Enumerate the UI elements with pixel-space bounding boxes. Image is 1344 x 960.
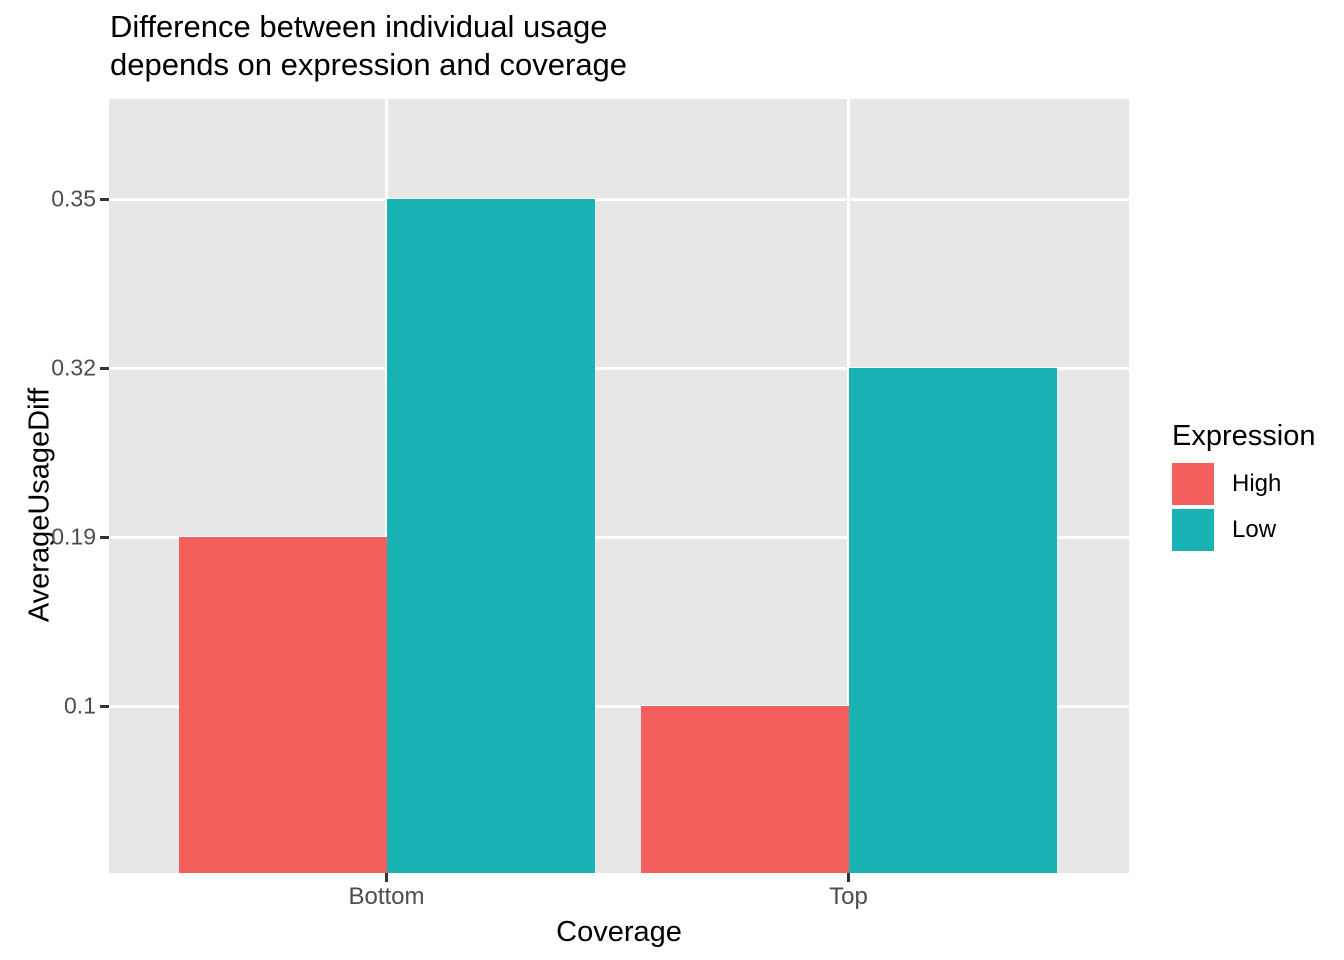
x-tick-label: Bottom [348,883,425,910]
y-tick-label: 0.35 [51,185,96,212]
x-axis-title: Coverage [556,916,682,948]
y-tick-label: 0.32 [51,354,96,381]
chart-title-line-1: Difference between individual usage [110,9,608,44]
legend-swatch-high [1172,463,1214,505]
bar-top-low [849,368,1057,873]
legend-label-high: High [1232,470,1282,497]
y-tick-mark [100,366,109,370]
legend-label-low: Low [1232,516,1277,543]
gridline-y-0.35 [109,197,1129,201]
plot-panel [109,99,1129,873]
gridline-y-0.1 [109,704,1129,708]
y-tick-mark [100,197,109,201]
gridline-y-0.32 [109,366,1129,370]
gridline-x-Bottom [385,99,388,873]
chart-title: Difference between individual usage depe… [110,8,627,84]
gridline-x-Top [847,99,850,873]
x-tick-label: Top [829,883,868,910]
bar-bottom-high [179,537,387,873]
x-tick-mark [847,873,850,882]
gridline-y-0.19 [109,535,1129,539]
legend-entry-low: Low [1172,509,1315,551]
x-tick-mark [385,873,388,882]
y-tick-mark [100,535,109,539]
chart-title-line-2: depends on expression and coverage [110,47,628,82]
y-tick-label: 0.1 [64,692,96,719]
legend-entry-high: High [1172,463,1315,505]
legend-keys: High Low [1172,463,1315,551]
bar-top-high [641,706,849,873]
legend-swatch-low [1172,509,1214,551]
legend: Expression High Low [1172,419,1315,555]
bar-bottom-low [387,199,595,873]
y-tick-label: 0.19 [51,523,96,550]
y-axis-title: AverageUsageDiff [23,387,56,623]
y-tick-mark [100,704,109,708]
legend-title: Expression [1172,420,1316,452]
